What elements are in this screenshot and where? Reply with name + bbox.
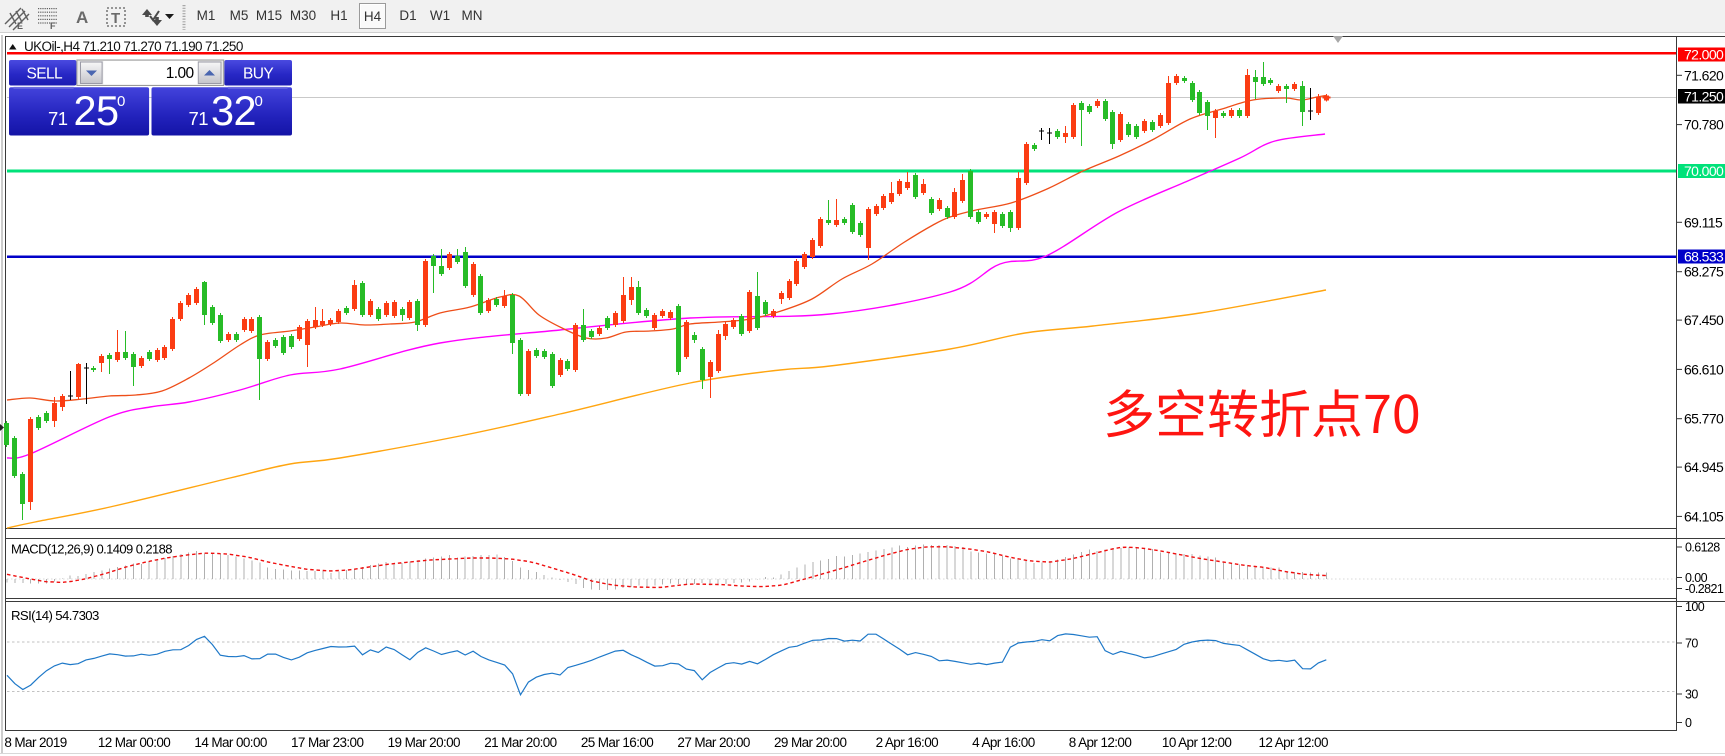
- svg-text:29 Mar 20:00: 29 Mar 20:00: [774, 735, 846, 750]
- svg-text:25 Mar 16:00: 25 Mar 16:00: [581, 735, 653, 750]
- svg-text:64.105: 64.105: [1684, 508, 1724, 524]
- svg-text:E: E: [17, 21, 23, 31]
- svg-text:100: 100: [1685, 600, 1705, 614]
- svg-text:2 Apr 16:00: 2 Apr 16:00: [876, 735, 939, 750]
- svg-text:19 Mar 20:00: 19 Mar 20:00: [388, 735, 460, 750]
- svg-text:1.00: 1.00: [166, 65, 195, 82]
- svg-text:0: 0: [255, 93, 263, 110]
- svg-text:4 Apr 16:00: 4 Apr 16:00: [972, 735, 1035, 750]
- svg-text:68.275: 68.275: [1684, 264, 1724, 280]
- svg-text:70.780: 70.780: [1684, 117, 1724, 133]
- svg-text:8 Mar 2019: 8 Mar 2019: [4, 735, 66, 750]
- svg-text:RSI(14) 54.7303: RSI(14) 54.7303: [11, 608, 99, 623]
- svg-text:BUY: BUY: [243, 66, 273, 83]
- svg-text:8 Apr 12:00: 8 Apr 12:00: [1069, 735, 1132, 750]
- svg-text:F: F: [50, 21, 56, 31]
- svg-text:71.620: 71.620: [1684, 67, 1724, 83]
- svg-text:72.000: 72.000: [1684, 47, 1724, 63]
- svg-text:T: T: [111, 10, 120, 27]
- svg-text:30: 30: [1685, 688, 1698, 702]
- svg-text:12 Mar 00:00: 12 Mar 00:00: [98, 735, 170, 750]
- svg-text:70: 70: [1685, 637, 1698, 651]
- svg-text:17 Mar 23:00: 17 Mar 23:00: [291, 735, 363, 750]
- svg-text:71: 71: [189, 108, 209, 129]
- svg-text:69.115: 69.115: [1684, 214, 1723, 230]
- svg-text:0: 0: [1685, 716, 1692, 730]
- svg-text:14 Mar 00:00: 14 Mar 00:00: [194, 735, 266, 750]
- svg-text:12 Apr 12:00: 12 Apr 12:00: [1259, 735, 1328, 750]
- svg-text:SELL: SELL: [27, 66, 63, 83]
- svg-text:32: 32: [211, 87, 256, 134]
- svg-text:66.610: 66.610: [1684, 361, 1724, 377]
- svg-text:70.000: 70.000: [1684, 163, 1724, 179]
- svg-text:10 Apr 12:00: 10 Apr 12:00: [1162, 735, 1231, 750]
- svg-text:21 Mar 20:00: 21 Mar 20:00: [484, 735, 556, 750]
- svg-text:25: 25: [74, 87, 119, 134]
- svg-text:0.00: 0.00: [1685, 571, 1708, 585]
- svg-text:A: A: [76, 8, 88, 27]
- svg-text:64.945: 64.945: [1684, 459, 1724, 475]
- svg-text:0.6128: 0.6128: [1685, 541, 1720, 555]
- svg-text:MACD(12,26,9) 0.1409 0.2188: MACD(12,26,9) 0.1409 0.2188: [11, 542, 172, 557]
- svg-text:27 Mar 20:00: 27 Mar 20:00: [677, 735, 749, 750]
- svg-text:-0.2821: -0.2821: [1685, 582, 1724, 596]
- svg-text:65.770: 65.770: [1684, 411, 1724, 427]
- svg-text:0: 0: [117, 93, 125, 110]
- svg-text:67.450: 67.450: [1684, 312, 1724, 328]
- svg-text:68.533: 68.533: [1684, 249, 1724, 265]
- svg-text:UKOil-,H4 71.210 71.270 71.19: UKOil-,H4 71.210 71.270 71.190 71.250: [24, 39, 243, 54]
- svg-text:71: 71: [48, 108, 68, 129]
- svg-text:71.250: 71.250: [1684, 89, 1724, 105]
